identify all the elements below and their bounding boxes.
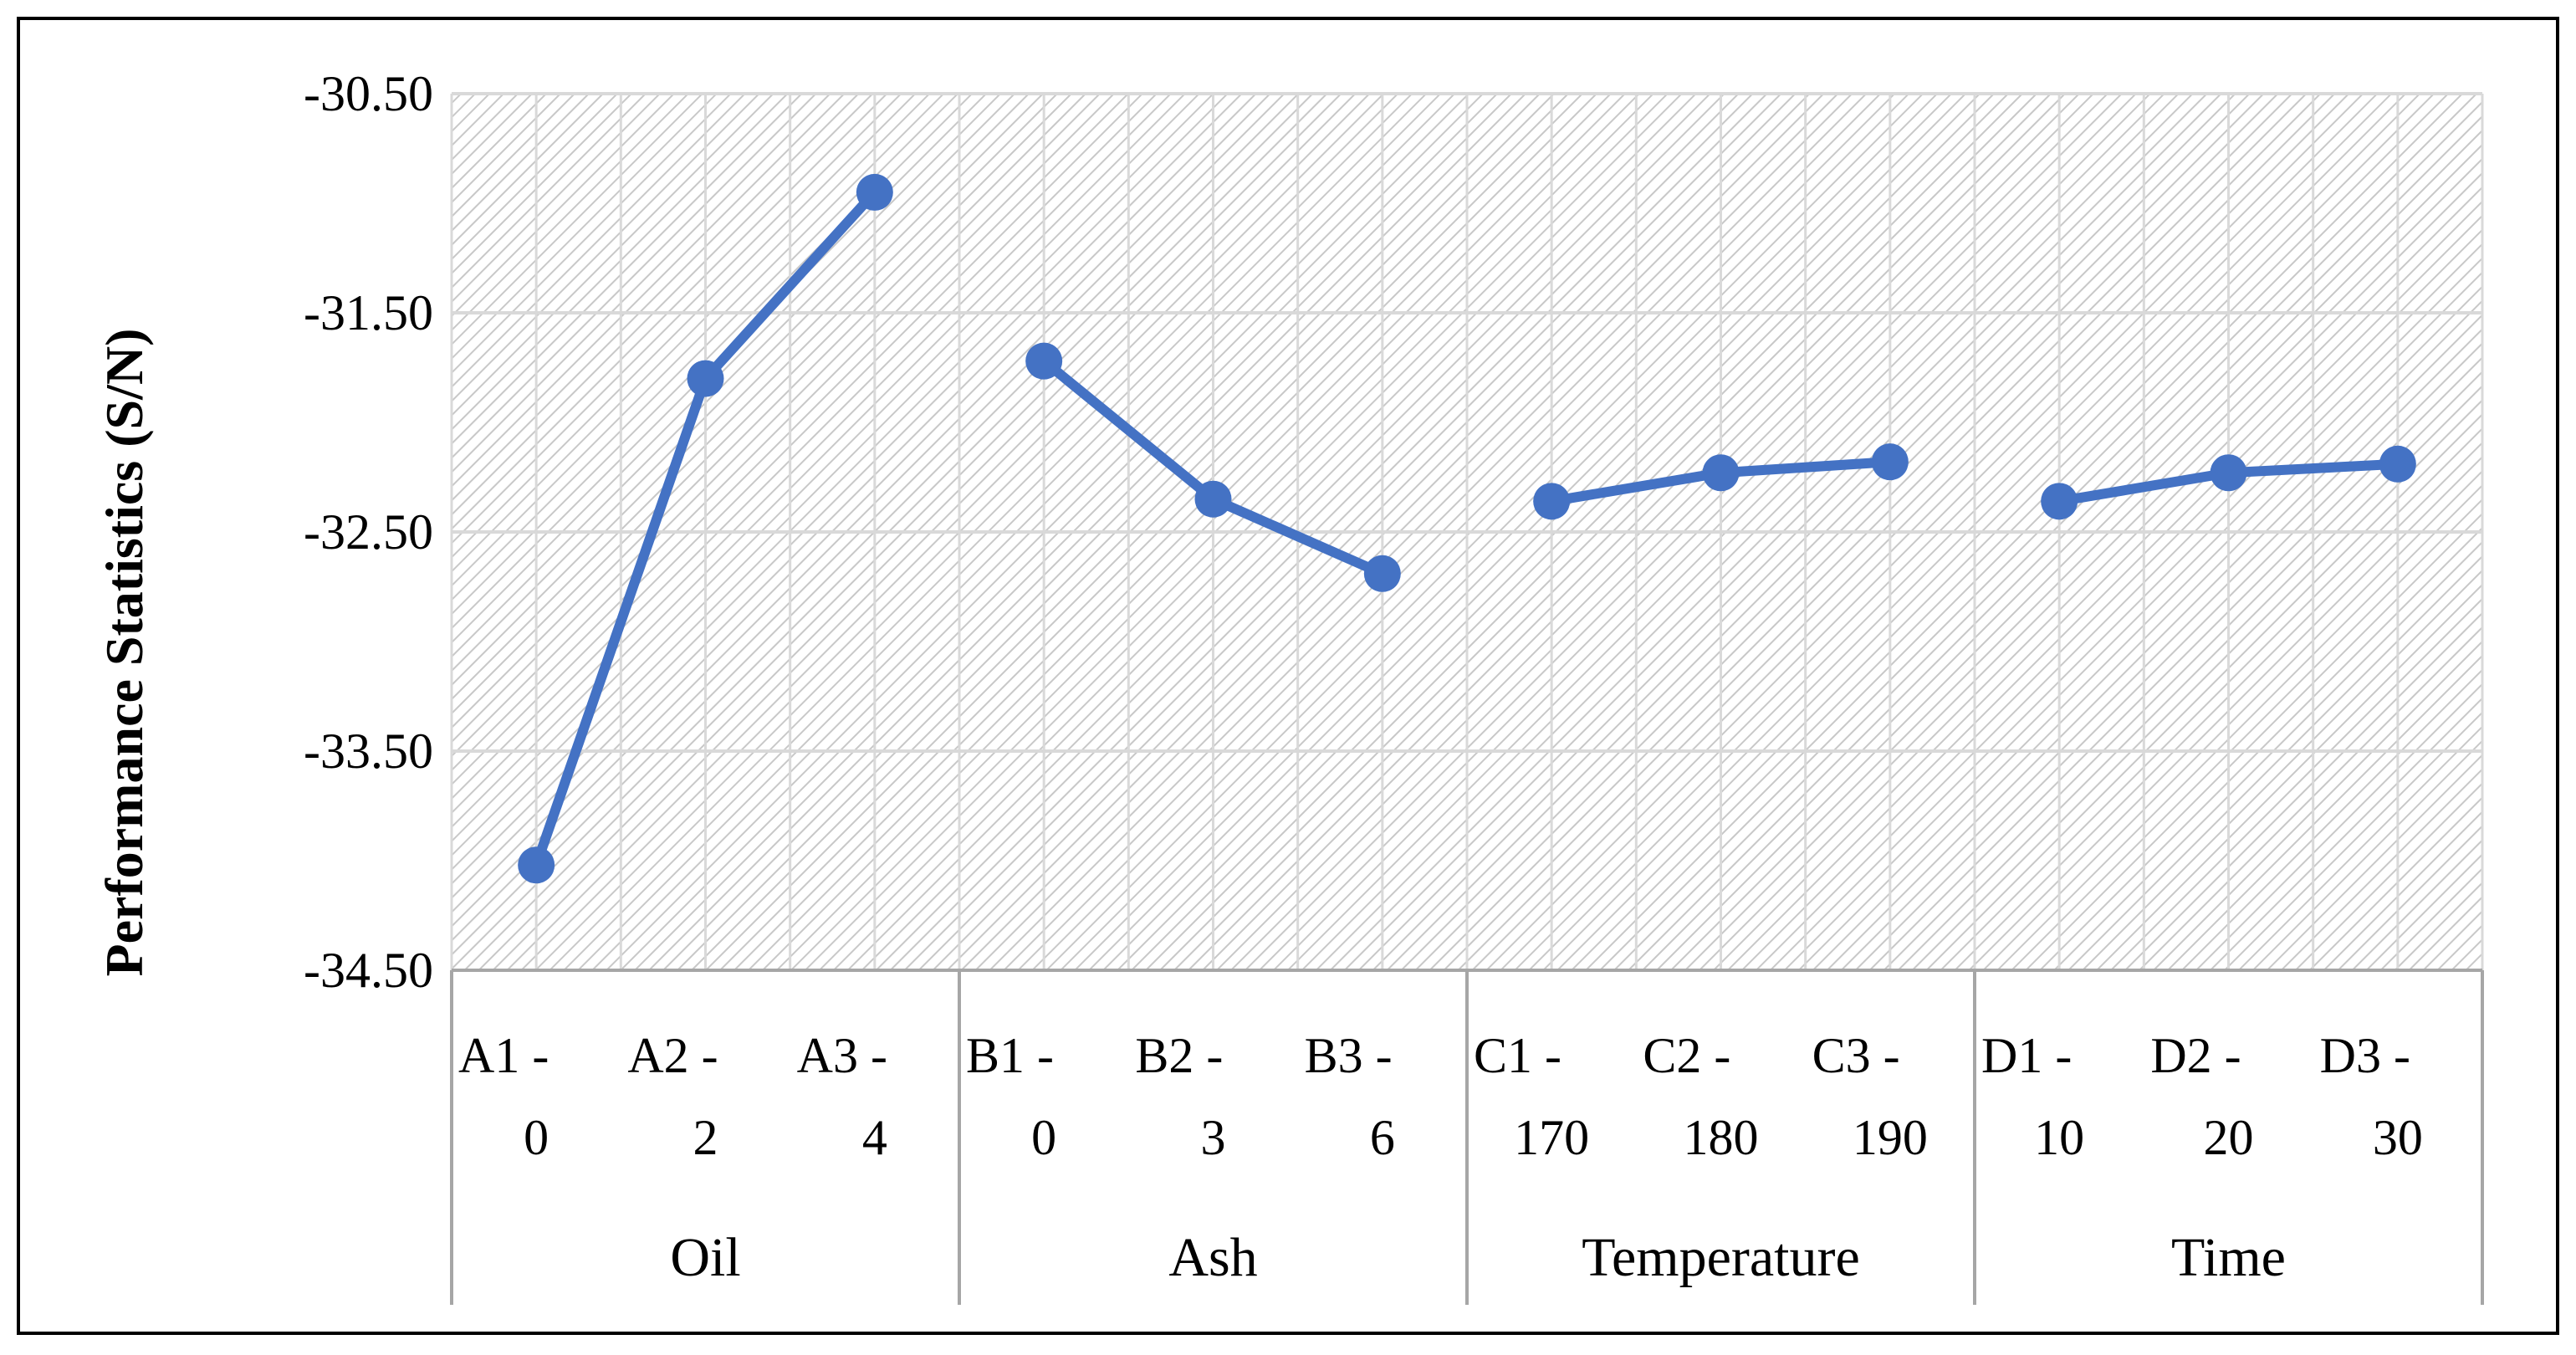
x-axis: Oil A1 - 0 A2 - 2 A3 - 4 Ash B1 - 0 B2 - 3 B3 - 6 Temp… [450, 969, 2484, 1305]
category-label: B2 - [1135, 1028, 1223, 1083]
data-point [2210, 454, 2247, 492]
y-tick-label: -32.50 [304, 504, 433, 560]
category-label: C2 - [1643, 1028, 1730, 1083]
group-label: Time [2171, 1227, 2286, 1288]
category-label: A2 - [627, 1028, 718, 1083]
category-value-label: 3 [1201, 1110, 1226, 1165]
data-point [1194, 480, 1232, 518]
category-value-label: 170 [1514, 1110, 1589, 1165]
category-label: A3 - [797, 1028, 887, 1083]
category-label: C1 - [1474, 1028, 1561, 1083]
data-point [856, 173, 893, 211]
data-point [518, 846, 555, 884]
data-point [687, 360, 724, 397]
data-point [1871, 443, 1909, 481]
category-value-label: 30 [2373, 1110, 2423, 1165]
y-tick-label: -31.50 [304, 285, 433, 340]
category-value-label: 180 [1684, 1110, 1759, 1165]
data-point [1702, 454, 1740, 492]
category-label: D3 - [2320, 1028, 2410, 1083]
category-label: B3 - [1305, 1028, 1393, 1083]
category-value-label: 20 [2204, 1110, 2254, 1165]
y-axis-title: Performance Statistics (S/N) [95, 329, 154, 977]
category-label: C3 - [1812, 1028, 1900, 1083]
category-label: D2 - [2150, 1028, 2241, 1083]
data-point [1025, 342, 1063, 380]
category-value-label: 10 [2034, 1110, 2084, 1165]
data-point [1363, 555, 1401, 592]
data-series [518, 173, 2416, 884]
category-value-label: 2 [693, 1110, 718, 1165]
group-label: Temperature [1582, 1227, 1860, 1288]
category-value-label: 6 [1370, 1110, 1395, 1165]
data-point [2041, 483, 2078, 520]
category-label: B1 - [966, 1028, 1054, 1083]
y-axis-tick-labels: -30.50 -31.50 -32.50 -33.50 -34.50 [304, 66, 433, 998]
category-label: A1 - [458, 1028, 549, 1083]
y-tick-label: -33.50 [304, 724, 433, 779]
data-point [1533, 483, 1571, 520]
category-value-label: 190 [1853, 1110, 1928, 1165]
group-label: Ash [1168, 1227, 1257, 1288]
category-value-label: 0 [1031, 1110, 1056, 1165]
data-point [2379, 445, 2416, 483]
y-tick-label: -30.50 [304, 66, 433, 121]
category-value-label: 0 [524, 1110, 549, 1165]
y-tick-label: -34.50 [304, 943, 433, 998]
group-label: Oil [670, 1227, 740, 1288]
category-label: D1 - [1981, 1028, 2072, 1083]
category-value-label: 4 [862, 1110, 887, 1165]
